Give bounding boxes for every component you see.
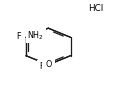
Text: HCl: HCl (88, 4, 103, 13)
Text: F: F (17, 32, 21, 41)
Text: NH$_2$: NH$_2$ (27, 29, 44, 42)
Text: O: O (45, 60, 51, 69)
Text: F: F (40, 62, 44, 71)
